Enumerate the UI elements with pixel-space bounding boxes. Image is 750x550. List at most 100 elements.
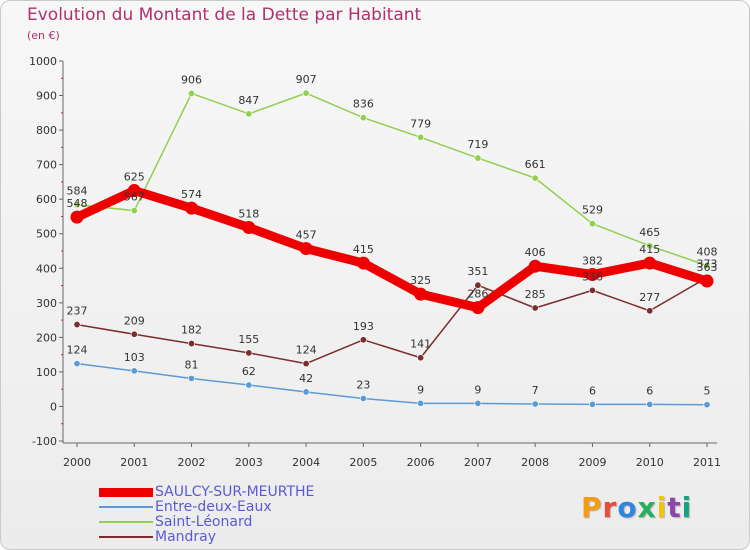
data-point <box>188 89 196 97</box>
data-point <box>130 207 138 215</box>
data-label: 103 <box>124 351 145 364</box>
data-label: 836 <box>353 98 374 111</box>
data-point <box>73 321 81 329</box>
data-point <box>130 330 138 338</box>
series-line-3 <box>76 276 708 365</box>
data-label: 23 <box>356 379 370 392</box>
data-point <box>703 262 711 270</box>
y-tick-label: 800 <box>36 124 57 137</box>
data-point <box>528 259 542 273</box>
x-tick-label: 2011 <box>693 456 721 469</box>
data-point <box>585 267 599 281</box>
x-tick-label: 2002 <box>178 456 206 469</box>
data-label: 81 <box>185 358 199 371</box>
data-label: 584 <box>67 185 88 198</box>
chart-unit: (en €) <box>27 29 60 42</box>
data-label: 351 <box>467 265 488 278</box>
data-label: 336 <box>582 270 603 283</box>
legend-swatch <box>99 487 153 497</box>
logo-letter: x <box>637 491 657 524</box>
data-point <box>302 388 310 396</box>
data-point <box>646 307 654 315</box>
y-tick-label: 1000 <box>29 55 57 68</box>
data-point <box>302 89 310 97</box>
data-point <box>531 174 539 182</box>
data-label: 415 <box>353 243 374 256</box>
legend-label: SAULCY-SUR-MEURTHE <box>155 484 315 500</box>
y-tick-label: 600 <box>36 193 57 206</box>
data-point <box>299 242 313 256</box>
data-label: 9 <box>474 383 481 396</box>
data-label: 124 <box>67 344 88 357</box>
data-label: 382 <box>582 254 603 267</box>
data-point <box>417 354 425 362</box>
data-label: 237 <box>67 305 88 318</box>
y-tick-label: 200 <box>36 331 57 344</box>
x-tick-label: 2000 <box>63 456 91 469</box>
y-tick-label: -100 <box>32 435 57 448</box>
data-point <box>646 400 654 408</box>
data-label: 457 <box>296 229 317 242</box>
data-label: 779 <box>410 117 431 130</box>
data-label: 9 <box>417 383 424 396</box>
data-label: 408 <box>697 246 718 259</box>
data-point <box>703 401 711 409</box>
data-label: 518 <box>238 208 259 221</box>
data-point <box>302 360 310 368</box>
data-point <box>588 220 596 228</box>
data-point <box>127 184 141 198</box>
legend-label: Mandray <box>155 529 217 545</box>
y-tick-label: 500 <box>36 228 57 241</box>
data-label: 6 <box>646 384 653 397</box>
data-point <box>245 110 253 118</box>
series-line-2 <box>76 92 708 267</box>
data-point <box>700 274 714 288</box>
data-label: 62 <box>242 365 256 378</box>
x-tick-label: 2008 <box>521 456 549 469</box>
data-label: 277 <box>639 291 660 304</box>
data-label: 625 <box>124 171 145 184</box>
data-point <box>531 400 539 408</box>
data-point <box>474 281 482 289</box>
proxiti-logo: Proxiti <box>581 491 692 524</box>
data-label: 209 <box>124 314 145 327</box>
y-tick-label: 100 <box>36 366 57 379</box>
logo-letter: r <box>602 491 618 524</box>
data-label: 907 <box>296 73 317 86</box>
data-label: 42 <box>299 372 313 385</box>
logo-letter: t <box>667 491 682 524</box>
data-label: 141 <box>410 338 431 351</box>
data-point <box>356 256 370 270</box>
data-point <box>359 114 367 122</box>
data-point <box>471 301 485 315</box>
data-point <box>588 286 596 294</box>
data-point <box>417 133 425 141</box>
data-label: 415 <box>639 243 660 256</box>
data-label: 5 <box>704 385 711 398</box>
x-tick-label: 2007 <box>464 456 492 469</box>
data-label: 155 <box>238 333 259 346</box>
x-tick-label: 2004 <box>292 456 320 469</box>
data-label: 286 <box>467 288 488 301</box>
data-label: 847 <box>238 94 259 107</box>
data-label: 465 <box>639 226 660 239</box>
data-point <box>185 201 199 215</box>
data-label: 567 <box>124 191 145 204</box>
data-point <box>70 210 84 224</box>
data-point <box>73 360 81 368</box>
data-label: 193 <box>353 320 374 333</box>
data-label: 7 <box>532 384 539 397</box>
logo-letter: i <box>656 491 668 524</box>
y-tick-label: 0 <box>50 400 57 413</box>
data-label: 182 <box>181 324 202 337</box>
data-point <box>188 340 196 348</box>
data-label: 661 <box>525 158 546 171</box>
data-point <box>643 256 657 270</box>
data-point <box>531 304 539 312</box>
data-point <box>417 399 425 407</box>
data-label: 906 <box>181 73 202 86</box>
y-tick-label: 900 <box>36 90 57 103</box>
data-label: 373 <box>697 258 718 271</box>
